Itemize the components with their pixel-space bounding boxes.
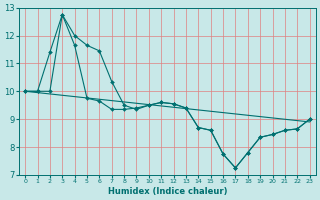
X-axis label: Humidex (Indice chaleur): Humidex (Indice chaleur) <box>108 187 227 196</box>
